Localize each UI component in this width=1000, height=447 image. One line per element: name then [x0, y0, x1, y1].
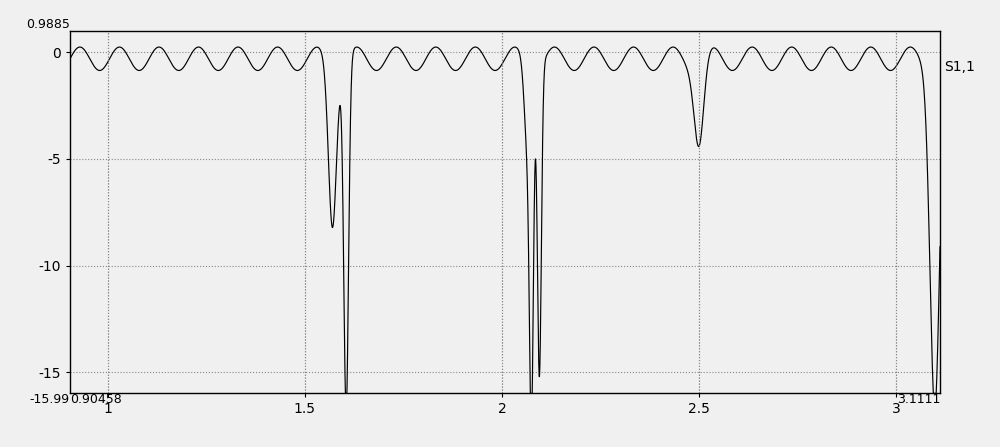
- Text: 0.90458: 0.90458: [70, 393, 122, 406]
- Text: S1,1: S1,1: [944, 60, 975, 74]
- Text: -15.99: -15.99: [30, 393, 70, 406]
- Text: 3.1111: 3.1111: [897, 393, 940, 406]
- Text: 0.9885: 0.9885: [26, 18, 70, 31]
